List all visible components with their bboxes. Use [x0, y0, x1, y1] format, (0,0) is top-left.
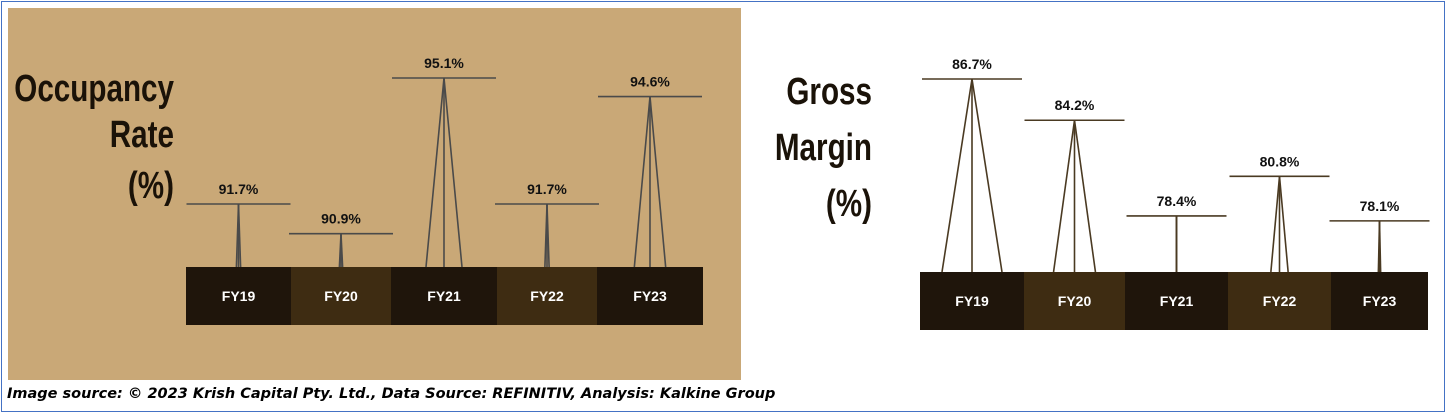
source-caption: Image source: © 2023 Krish Capital Pty. … — [7, 386, 776, 402]
category-label: FY23 — [1363, 293, 1397, 309]
chart-title-line-3: (%) — [128, 165, 174, 207]
category-box-fy20 — [291, 267, 391, 325]
value-mark-fy22 — [495, 203, 599, 268]
category-label: FY19 — [222, 288, 256, 304]
data-label: 86.7% — [952, 56, 992, 72]
value-leg-left — [1270, 176, 1281, 273]
data-label: 91.7% — [219, 181, 259, 197]
value-leg-right — [971, 78, 1003, 273]
value-mark-fy20 — [1024, 119, 1125, 273]
chart-title-line-2: Margin — [775, 127, 872, 169]
category-box-fy23 — [597, 267, 703, 325]
category-box-fy22 — [497, 267, 597, 325]
value-mark-fy20 — [289, 232, 393, 268]
category-box-fy20 — [1024, 272, 1125, 330]
category-label: FY21 — [1160, 293, 1194, 309]
category-box-fy19 — [920, 272, 1024, 330]
category-label: FY20 — [324, 288, 358, 304]
value-mark-fy19 — [922, 78, 1022, 273]
chart-title-line-2: Rate — [110, 114, 174, 156]
category-box-fy21 — [391, 267, 497, 325]
data-label: 78.4% — [1157, 193, 1197, 209]
category-box-fy22 — [1228, 272, 1331, 330]
data-label: 95.1% — [424, 55, 464, 71]
data-label: 90.9% — [321, 211, 361, 227]
value-mark-fy23 — [1329, 220, 1430, 273]
value-mark-fy21 — [1126, 215, 1227, 273]
value-leg-left — [425, 77, 445, 268]
data-label: 78.1% — [1360, 198, 1400, 214]
value-leg-right — [1073, 120, 1097, 273]
category-box-fy21 — [1125, 272, 1228, 330]
value-leg-right — [546, 203, 550, 268]
category-label: FY22 — [530, 288, 564, 304]
category-label: FY21 — [427, 288, 461, 304]
value-leg-right — [237, 203, 242, 268]
data-label: 80.8% — [1260, 153, 1300, 169]
category-box-fy23 — [1331, 272, 1428, 330]
data-label: 84.2% — [1055, 97, 1095, 113]
category-label: FY19 — [955, 293, 989, 309]
value-leg-left — [1052, 120, 1076, 273]
data-label: 94.6% — [630, 74, 670, 90]
category-box-fy19 — [186, 267, 291, 325]
value-leg-right — [1278, 176, 1289, 273]
chart-title-line-1: Occupancy — [14, 68, 174, 110]
value-leg-left — [633, 96, 651, 268]
chart-title-line-1: Gross — [786, 71, 872, 113]
data-label: 91.7% — [527, 181, 567, 197]
value-mark-fy19 — [186, 203, 291, 268]
value-mark-fy23 — [598, 95, 702, 268]
value-leg-right — [338, 233, 342, 268]
category-label: FY23 — [633, 288, 667, 304]
value-leg-right — [443, 77, 463, 268]
value-leg-left — [941, 78, 973, 273]
value-mark-fy21 — [392, 77, 496, 268]
value-leg-right — [1377, 220, 1381, 273]
value-leg-right — [649, 96, 667, 268]
chart-title-line-3: (%) — [826, 183, 872, 225]
category-label: FY22 — [1263, 293, 1297, 309]
category-label: FY20 — [1058, 293, 1092, 309]
value-mark-fy22 — [1229, 175, 1330, 273]
